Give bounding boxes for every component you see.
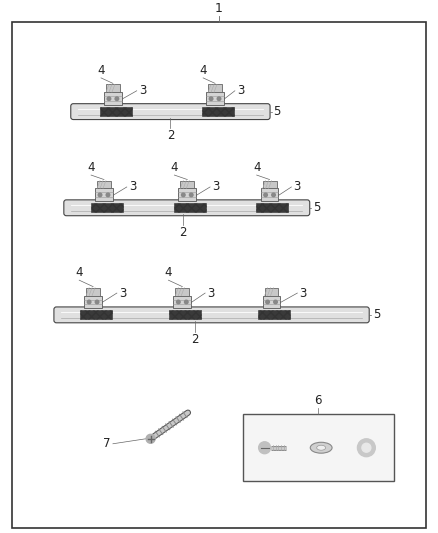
Text: 2: 2 [167, 130, 174, 142]
FancyBboxPatch shape [261, 189, 279, 201]
Text: 3: 3 [237, 84, 244, 98]
Bar [91, 203, 123, 212]
Text: 2: 2 [180, 225, 187, 239]
Text: 5: 5 [313, 201, 321, 214]
Text: 4: 4 [87, 161, 95, 174]
Text: 3: 3 [299, 287, 307, 300]
Circle shape [146, 434, 155, 443]
Text: 3: 3 [212, 181, 219, 193]
FancyBboxPatch shape [263, 295, 280, 309]
Circle shape [184, 300, 188, 304]
Text: 3: 3 [207, 287, 215, 300]
Bar [169, 310, 201, 319]
Text: 4: 4 [97, 64, 105, 77]
Circle shape [259, 442, 271, 454]
Circle shape [266, 300, 269, 304]
Circle shape [181, 193, 185, 197]
FancyBboxPatch shape [263, 181, 276, 189]
Circle shape [362, 443, 371, 452]
Text: 4: 4 [75, 266, 83, 279]
Text: 4: 4 [253, 161, 261, 174]
Bar [243, 414, 393, 481]
FancyBboxPatch shape [208, 84, 222, 92]
FancyBboxPatch shape [104, 92, 122, 105]
FancyBboxPatch shape [265, 288, 279, 295]
Text: 5: 5 [373, 309, 380, 321]
FancyBboxPatch shape [54, 307, 369, 323]
Circle shape [209, 97, 213, 101]
Circle shape [98, 193, 102, 197]
FancyBboxPatch shape [64, 200, 310, 216]
Circle shape [217, 97, 221, 101]
FancyBboxPatch shape [175, 288, 189, 295]
Text: 1: 1 [215, 3, 223, 15]
Circle shape [107, 97, 111, 101]
Bar [174, 203, 206, 212]
Circle shape [272, 193, 276, 197]
Circle shape [274, 300, 277, 304]
FancyBboxPatch shape [86, 288, 100, 295]
Text: 2: 2 [191, 333, 199, 346]
FancyBboxPatch shape [206, 92, 224, 105]
Ellipse shape [310, 442, 332, 453]
Circle shape [95, 300, 99, 304]
Circle shape [177, 300, 180, 304]
FancyBboxPatch shape [84, 295, 102, 309]
FancyBboxPatch shape [178, 189, 196, 201]
Circle shape [357, 439, 375, 457]
Text: 4: 4 [171, 161, 178, 174]
Text: 4: 4 [165, 266, 172, 279]
Circle shape [106, 193, 110, 197]
Text: 3: 3 [129, 181, 136, 193]
Text: 3: 3 [139, 84, 146, 98]
Text: 3: 3 [119, 287, 126, 300]
FancyBboxPatch shape [106, 84, 120, 92]
Circle shape [115, 97, 119, 101]
Circle shape [87, 300, 91, 304]
Circle shape [190, 193, 193, 197]
Bar [256, 203, 288, 212]
Circle shape [264, 193, 267, 197]
FancyBboxPatch shape [95, 189, 113, 201]
Bar [100, 107, 132, 116]
FancyBboxPatch shape [97, 181, 111, 189]
Bar [202, 107, 234, 116]
Text: 7: 7 [103, 437, 111, 450]
FancyBboxPatch shape [180, 181, 194, 189]
Text: 4: 4 [199, 64, 207, 77]
FancyBboxPatch shape [173, 295, 191, 309]
FancyBboxPatch shape [71, 104, 270, 119]
Text: 5: 5 [274, 105, 281, 118]
Ellipse shape [317, 445, 325, 450]
Bar [258, 310, 290, 319]
Bar [80, 310, 112, 319]
Text: 6: 6 [314, 394, 322, 407]
Text: 3: 3 [293, 181, 301, 193]
